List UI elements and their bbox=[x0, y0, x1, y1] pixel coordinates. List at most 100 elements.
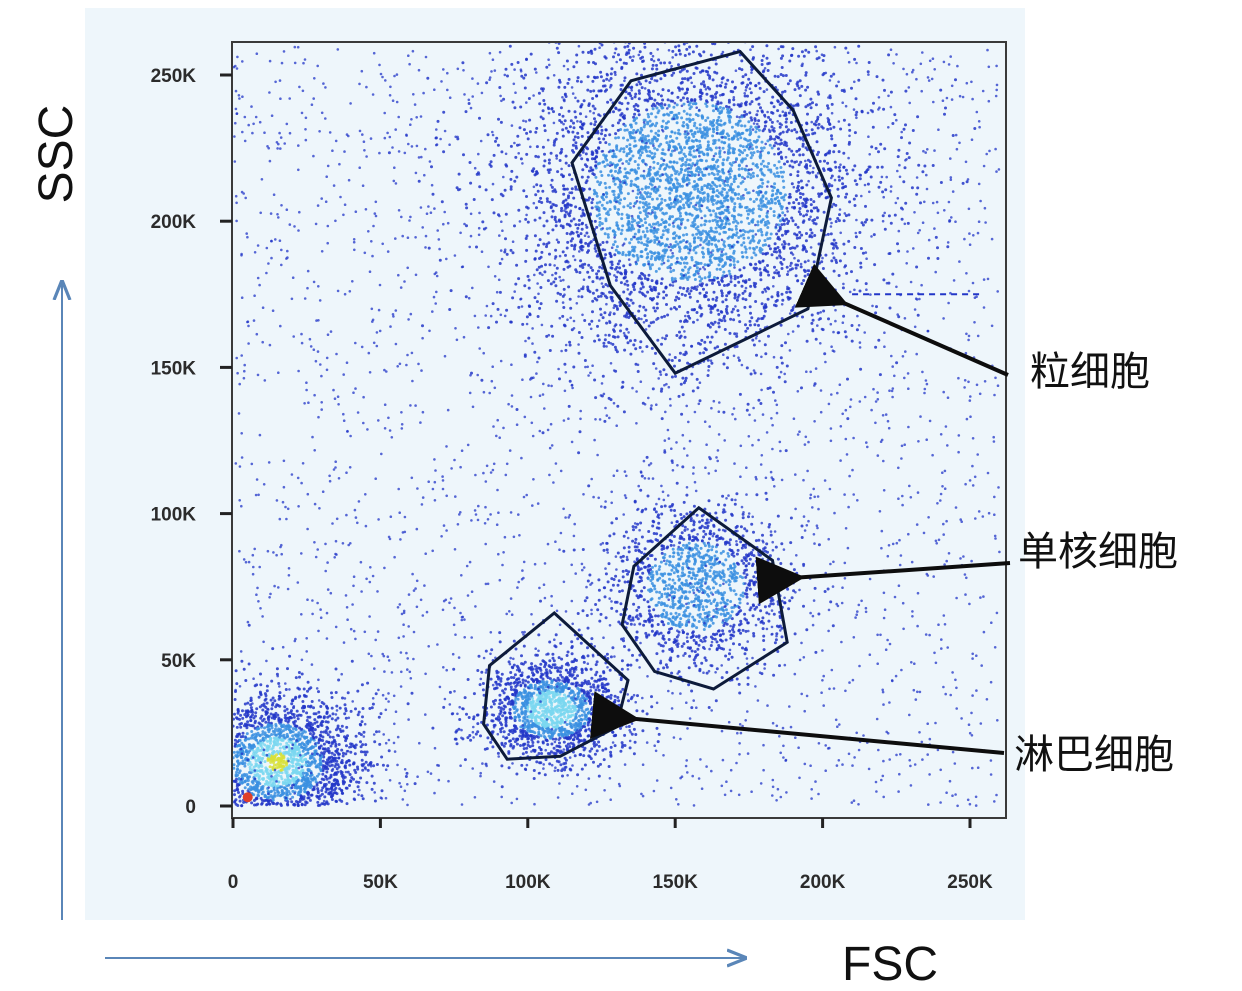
data-point bbox=[824, 277, 828, 281]
data-point bbox=[776, 109, 780, 113]
data-point bbox=[859, 367, 863, 371]
data-point bbox=[644, 248, 648, 252]
data-point bbox=[693, 132, 697, 136]
data-point bbox=[617, 168, 621, 172]
data-point bbox=[545, 65, 549, 69]
data-point bbox=[560, 147, 564, 151]
data-point bbox=[806, 112, 809, 116]
data-point bbox=[760, 63, 764, 66]
data-point bbox=[855, 328, 859, 332]
data-point bbox=[630, 225, 634, 228]
data-point bbox=[795, 189, 799, 193]
data-point bbox=[584, 152, 588, 156]
data-point bbox=[729, 89, 733, 93]
data-point bbox=[542, 242, 546, 246]
data-point bbox=[651, 197, 654, 201]
data-point bbox=[623, 124, 627, 128]
data-point bbox=[750, 7, 753, 10]
data-point bbox=[619, 232, 623, 236]
data-point bbox=[562, 287, 566, 291]
data-point bbox=[696, 194, 700, 198]
data-point bbox=[557, 51, 561, 55]
data-point bbox=[550, 324, 554, 328]
data-point bbox=[717, 503, 720, 507]
data-point bbox=[706, 324, 710, 327]
data-point bbox=[748, 323, 752, 327]
data-point bbox=[624, 96, 628, 100]
data-point bbox=[773, 303, 776, 307]
data-point bbox=[729, 600, 733, 603]
data-point bbox=[774, 192, 778, 196]
data-point bbox=[680, 325, 684, 329]
data-point bbox=[524, 237, 528, 240]
data-point bbox=[522, 31, 525, 34]
data-point bbox=[757, 538, 761, 542]
data-point bbox=[725, 105, 728, 108]
data-point bbox=[836, 194, 840, 198]
data-point bbox=[660, 342, 663, 346]
data-point bbox=[677, 553, 681, 557]
data-point bbox=[704, 635, 708, 639]
data-point bbox=[828, 10, 831, 13]
data-point bbox=[718, 155, 722, 159]
data-point bbox=[563, 203, 567, 207]
data-point bbox=[609, 98, 613, 102]
data-point bbox=[882, 278, 886, 282]
data-point bbox=[757, 119, 761, 123]
data-point bbox=[693, 187, 697, 191]
data-point bbox=[556, 170, 560, 174]
data-point bbox=[577, 223, 581, 227]
data-point bbox=[590, 206, 594, 210]
data-point bbox=[653, 587, 657, 591]
data-point bbox=[576, 226, 580, 230]
data-point bbox=[767, 334, 770, 338]
data-point bbox=[650, 104, 654, 108]
data-point bbox=[580, 157, 584, 161]
data-point bbox=[560, 209, 563, 213]
data-point bbox=[861, 251, 865, 255]
data-point bbox=[550, 178, 554, 182]
data-point bbox=[644, 221, 648, 225]
data-point bbox=[709, 148, 713, 152]
data-point bbox=[526, 137, 530, 141]
data-point bbox=[692, 573, 696, 577]
data-point bbox=[783, 89, 787, 93]
data-point bbox=[724, 307, 728, 311]
data-point bbox=[688, 654, 692, 658]
data-point bbox=[793, 232, 797, 236]
data-point bbox=[770, 201, 774, 205]
data-point bbox=[675, 121, 679, 125]
data-point bbox=[761, 181, 765, 185]
data-point bbox=[645, 150, 649, 153]
data-point bbox=[710, 253, 714, 257]
data-point bbox=[712, 127, 716, 131]
data-point bbox=[700, 82, 703, 86]
data-point bbox=[764, 197, 768, 201]
data-point bbox=[592, 75, 596, 79]
data-point bbox=[697, 605, 701, 609]
data-point bbox=[620, 65, 624, 69]
data-point bbox=[805, 232, 808, 235]
data-point bbox=[610, 291, 614, 295]
data-point bbox=[749, 116, 753, 120]
data-point bbox=[732, 263, 736, 267]
data-point bbox=[739, 234, 743, 238]
data-point bbox=[735, 298, 739, 302]
data-point bbox=[733, 284, 737, 287]
data-point bbox=[663, 61, 666, 65]
data-point bbox=[778, 237, 781, 241]
data-point bbox=[808, 277, 812, 281]
data-point bbox=[675, 116, 679, 120]
data-point bbox=[728, 172, 732, 176]
data-point bbox=[692, 504, 696, 508]
data-point bbox=[636, 617, 640, 621]
data-point bbox=[555, 131, 559, 135]
data-point bbox=[615, 145, 619, 149]
data-point bbox=[891, 272, 895, 276]
data-point bbox=[660, 157, 664, 161]
data-point bbox=[832, 269, 836, 273]
data-point bbox=[635, 83, 639, 87]
data-point bbox=[826, 232, 830, 236]
data-point bbox=[509, 187, 513, 191]
data-point bbox=[802, 214, 806, 218]
